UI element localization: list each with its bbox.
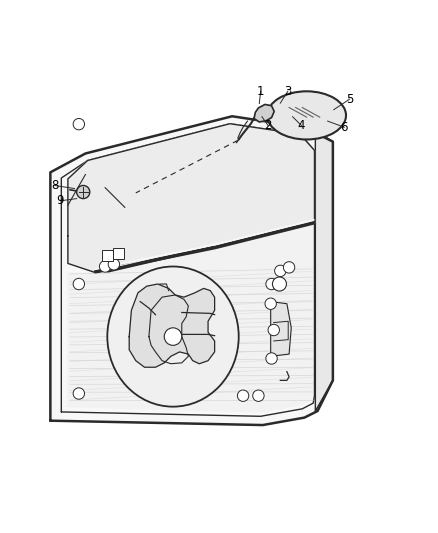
Text: 3: 3 <box>284 85 291 98</box>
Text: 9: 9 <box>57 195 64 207</box>
Ellipse shape <box>107 266 239 407</box>
Bar <box>113 248 124 259</box>
Circle shape <box>253 390 264 401</box>
Text: 6: 6 <box>340 120 348 134</box>
Polygon shape <box>68 223 314 412</box>
Circle shape <box>266 278 277 290</box>
Circle shape <box>272 277 286 291</box>
Ellipse shape <box>267 91 346 140</box>
Polygon shape <box>50 116 333 425</box>
Circle shape <box>265 298 276 310</box>
Text: 4: 4 <box>297 119 305 132</box>
Polygon shape <box>271 302 291 356</box>
Circle shape <box>73 278 85 290</box>
Polygon shape <box>68 124 314 272</box>
Circle shape <box>266 353 277 364</box>
Circle shape <box>99 261 111 272</box>
Text: 8: 8 <box>51 179 58 192</box>
Circle shape <box>268 324 279 336</box>
Circle shape <box>237 390 249 401</box>
Text: 2: 2 <box>264 119 272 132</box>
Polygon shape <box>315 131 333 411</box>
Circle shape <box>275 265 286 277</box>
Polygon shape <box>254 104 274 122</box>
Text: 5: 5 <box>346 93 353 106</box>
Circle shape <box>164 328 182 345</box>
Text: 1: 1 <box>257 85 265 98</box>
Circle shape <box>77 185 90 199</box>
Circle shape <box>283 262 295 273</box>
Circle shape <box>73 118 85 130</box>
Bar <box>102 251 113 261</box>
Circle shape <box>108 259 120 270</box>
Polygon shape <box>129 284 215 367</box>
Circle shape <box>73 388 85 399</box>
